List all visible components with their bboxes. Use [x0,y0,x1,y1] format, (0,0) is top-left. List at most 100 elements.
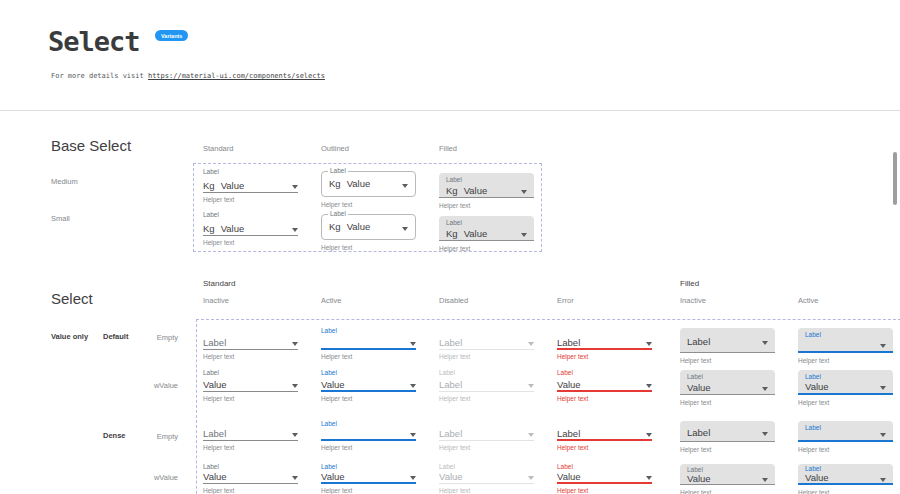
select-filled-box: Label [680,328,775,353]
select-filled-box: LabelKgValue [439,173,534,198]
helper-text: Helper text [439,353,534,360]
helper-text: Helper text [439,444,534,451]
select-field[interactable]: LabelHelper text [203,326,298,360]
select-field[interactable]: LabelValueHelper text [798,464,893,494]
group-header-filled: Filled [680,279,699,288]
select-field[interactable]: LabelLabelHelper text [439,368,534,402]
dropdown-arrow-icon [762,341,768,345]
select-label [439,419,534,428]
column-header-outlined: Outlined [321,144,349,153]
column-header-filled: Filled [439,144,457,153]
select-label: Label [805,372,886,381]
select-value: Value [464,186,521,196]
row-label-medium: Medium [51,177,78,186]
dropdown-arrow-icon [410,384,416,388]
select-value: Value [805,473,880,483]
dropdown-arrow-icon [528,342,534,346]
select-field[interactable]: LabelHelper text [557,419,652,451]
helper-text: Helper text [321,244,416,251]
select-value: Value [557,380,646,390]
select-field[interactable]: Label Helper text [798,421,893,453]
select-field[interactable]: LabelHelper text [439,419,534,451]
select-value: Label [687,428,762,438]
select-field[interactable]: LabelKgValueHelper text [439,216,534,252]
select-field[interactable]: LabelHelper text [439,326,534,360]
helper-text: Helper text [439,245,534,252]
select-field[interactable]: LabelValueHelper text [680,464,775,494]
select-label: Label [321,419,416,428]
select-value: Label [687,337,762,347]
select-filled-box: Label [798,328,893,353]
helper-text: Helper text [439,202,534,209]
dropdown-arrow-icon [880,433,886,437]
dropdown-arrow-icon [762,432,768,436]
select-field[interactable]: LabelValue Helper text [798,370,893,406]
select-adornment: Kg [203,181,215,191]
intro-prefix: For more details visit [51,72,148,80]
dropdown-arrow-icon [402,184,408,188]
select-label: Label [321,462,416,471]
row-label-wvalue: wValue [146,381,178,390]
select-adornment: Kg [446,229,458,239]
select-field[interactable]: LabelValueHelper text [680,370,775,406]
helper-text: Helper text [798,399,893,406]
helper-text: Helper text [321,487,416,494]
section-divider [0,110,900,111]
select-value: Value [221,181,292,191]
select-adornment: Kg [329,222,341,232]
select-field[interactable]: LabelHelper text [680,421,775,453]
select-filled-box: LabelValue [798,370,893,395]
dropdown-arrow-icon [646,342,652,346]
helper-text: Helper text [203,196,298,203]
helper-text: Helper text [557,444,652,451]
dropdown-arrow-icon [880,386,886,390]
helper-text: Helper text [680,399,775,406]
scrollbar-thumb[interactable] [893,152,897,205]
dropdown-arrow-icon [528,433,534,437]
select-field[interactable]: LabelKgValue Helper text [439,173,534,209]
select-value: Value [439,472,528,482]
select-field[interactable]: LabelHelper text [321,419,416,451]
select-field[interactable]: LabelValueHelper text [439,462,534,494]
dropdown-arrow-icon [292,228,298,232]
helper-text: Helper text [557,353,652,360]
material-ui-link[interactable]: https://material-ui.com/components/selec… [148,72,325,80]
select-field[interactable]: LabelHelper text [680,328,775,364]
dropdown-arrow-icon [292,433,298,437]
select-field[interactable]: LabelValueHelper text [557,368,652,402]
column-header-disabled: Disabled [439,296,468,305]
dropdown-arrow-icon [880,344,886,348]
select-field[interactable]: LabelValueHelper text [203,462,298,494]
select-label: Label [203,210,298,220]
column-header-filled-active: Active [798,296,818,305]
select-value: Label [557,338,646,348]
select-field[interactable]: LabelHelper text [798,328,893,364]
select-field[interactable]: LabelKgValueHelper text [321,171,416,208]
select-field[interactable]: LabelValueHelper text [321,462,416,494]
select-field[interactable]: LabelKgValueHelper text [203,167,298,203]
select-value: Label [203,338,292,348]
helper-text: Helper text [203,444,298,451]
select-field[interactable]: LabelKgValueHelper text [203,210,298,246]
dropdown-arrow-icon [292,384,298,388]
select-field[interactable]: LabelKgValueHelper text [321,214,416,251]
select-label: Label [439,462,534,471]
select-filled-box: Label [798,421,893,442]
select-field[interactable]: LabelValueHelper text [321,368,416,402]
dropdown-arrow-icon [762,478,768,482]
row-label-wvalue-dense: wValue [146,473,178,482]
select-field[interactable]: Label Helper text [557,326,652,360]
helper-text: Helper text [798,446,893,453]
row-label-empty-dense: Empty [146,432,178,441]
select-field[interactable]: LabelValueHelper text [557,462,652,494]
select-value: Value [203,472,292,482]
select-field[interactable]: LabelValueHelper text [203,368,298,402]
helper-text: Helper text [557,395,652,402]
select-field[interactable]: LabelHelper text [203,419,298,451]
dropdown-arrow-icon [521,190,527,194]
select-filled-box: LabelValue [798,464,893,485]
select-value: Value [203,380,292,390]
select-field[interactable]: LabelHelper text [321,326,416,360]
select-value: Value [687,383,762,393]
select-label: Label [446,175,527,184]
